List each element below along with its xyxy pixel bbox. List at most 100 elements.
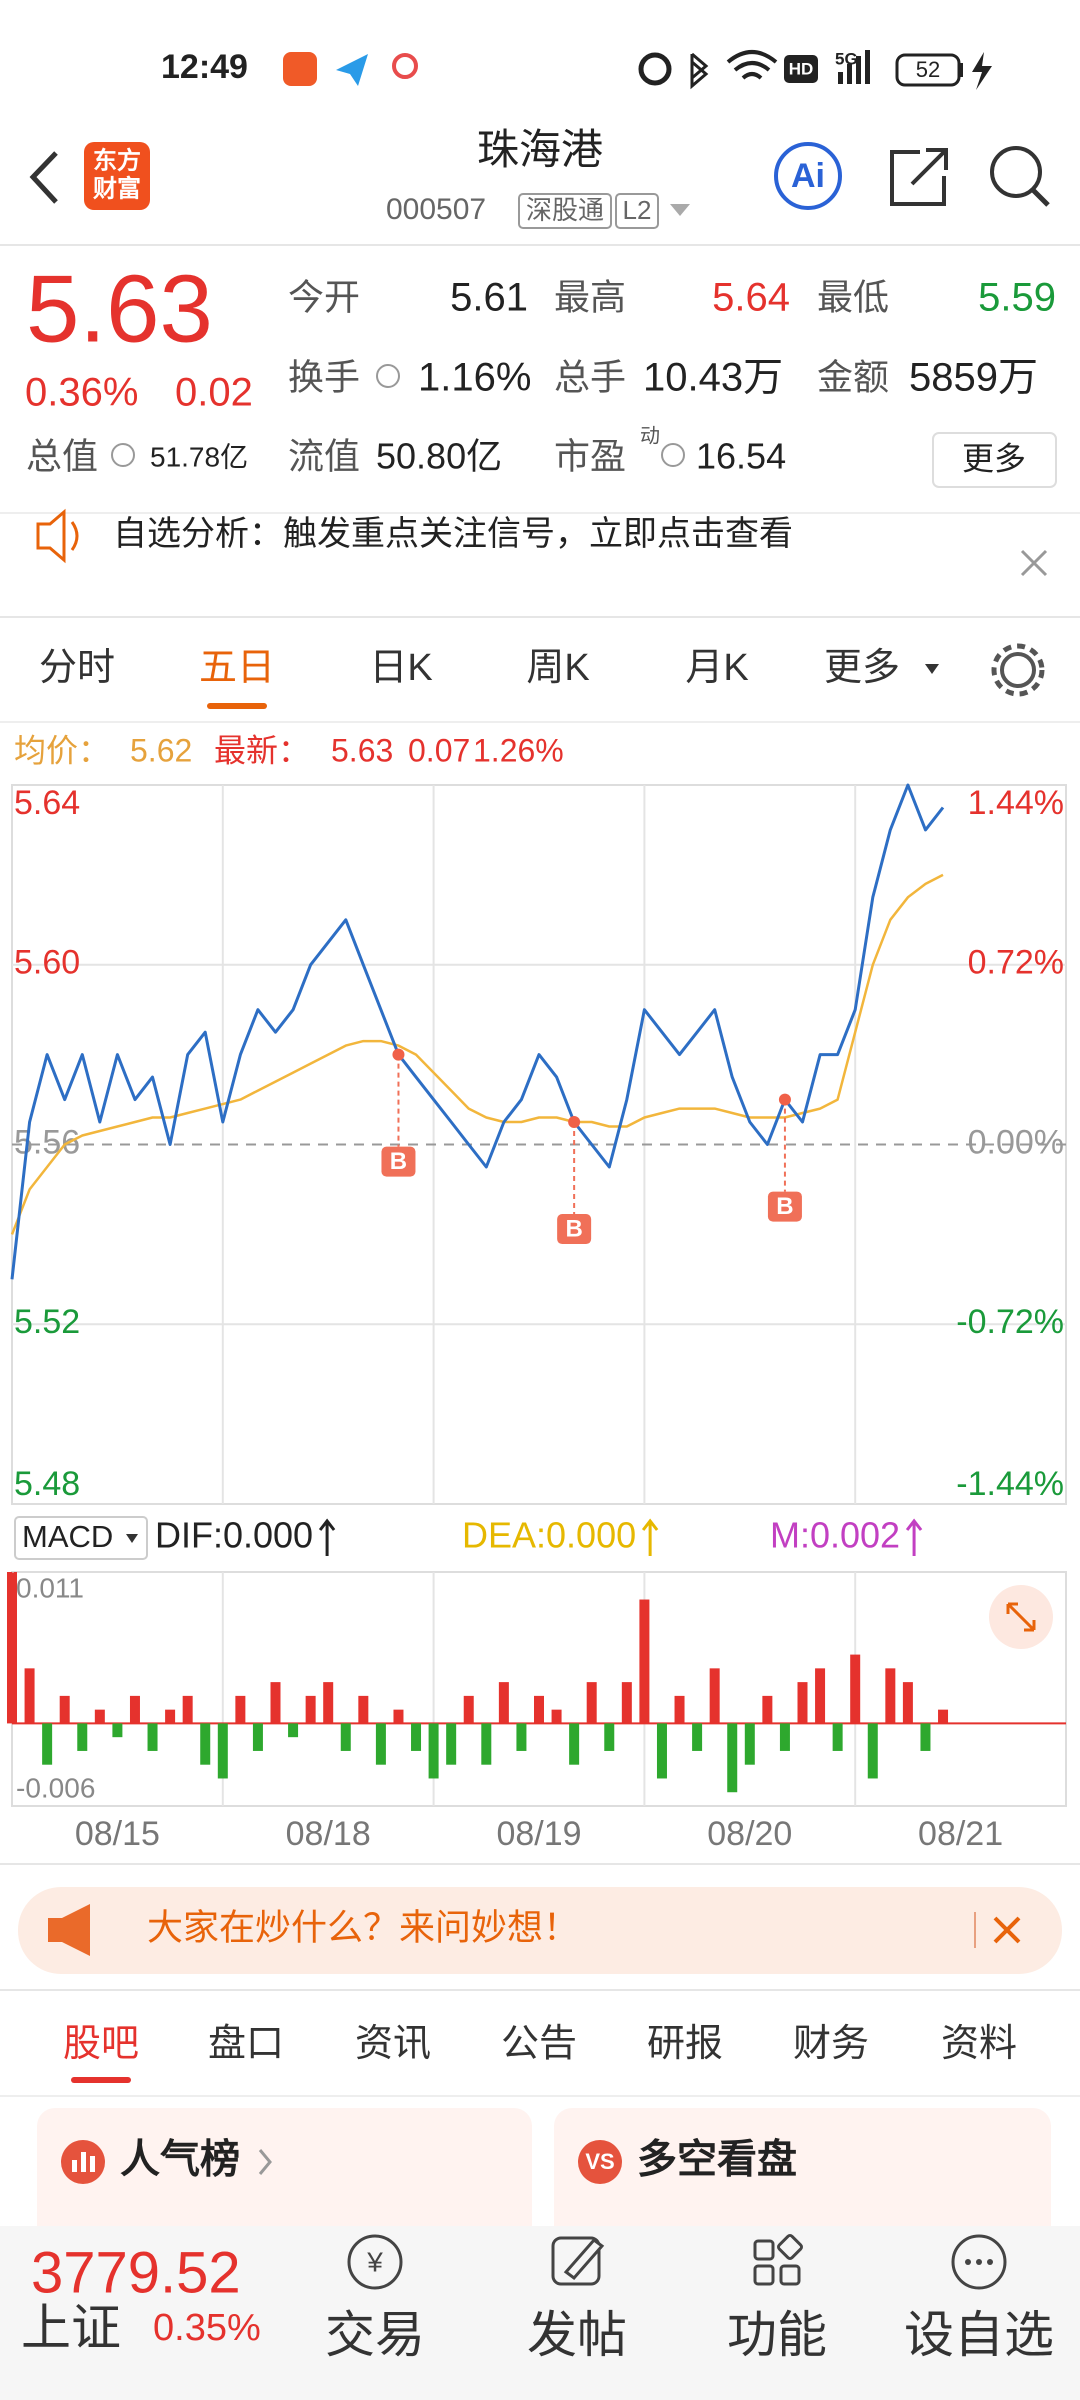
stats: 今开 5.61 最高 5.64 最低 5.59 换手 1.16% 总手 10.43万 金额 5859万…	[26, 276, 1056, 477]
indicator-name: MACD	[22, 1519, 113, 1554]
tab[interactable]: 月K	[685, 647, 748, 689]
stat-label: 最高	[554, 277, 626, 318]
nav-icon-glyph: ¥	[366, 2246, 383, 2277]
nav-icon	[347, 2234, 403, 2290]
macd-bar	[182, 1695, 193, 1724]
hd-badge	[784, 55, 818, 83]
card-title: 多空看盘	[637, 2137, 797, 2182]
stock-code: 000507	[386, 193, 486, 226]
dot	[976, 2259, 982, 2265]
indicator-select[interactable]	[14, 1516, 148, 1560]
card[interactable]	[554, 2108, 1051, 2248]
sub-tab[interactable]: 公告	[501, 2023, 577, 2065]
tag: 深股通	[526, 195, 604, 225]
macd-bar	[779, 1723, 790, 1751]
nav-icon	[777, 2234, 803, 2260]
close-notice[interactable]	[1020, 549, 1048, 577]
settings-button[interactable]	[1000, 652, 1036, 688]
sub-tabs: 股吧 盘口 资讯 公告 研报 财务 资料	[63, 2023, 1017, 2083]
stat-label: 市盈	[554, 436, 626, 477]
more-button[interactable]	[932, 432, 1057, 488]
macd-bar	[534, 1695, 544, 1724]
marker-label: B	[390, 1148, 407, 1175]
macd-bar	[252, 1723, 263, 1751]
y-tick-label: -0.006	[16, 1772, 95, 1803]
settings-teeth	[991, 643, 1045, 697]
macd-bar	[411, 1723, 422, 1751]
macd-bar	[24, 1668, 35, 1724]
banner-text: 大家在炒什么？来问妙想！	[147, 1907, 579, 1948]
app-logo	[84, 142, 150, 210]
macd-bar	[463, 1695, 474, 1724]
y2-tick-label: 0.00%	[968, 1123, 1064, 1161]
nav-label[interactable]: 设自选	[904, 2307, 1054, 2363]
tab[interactable]: 更多	[824, 647, 900, 689]
legend-value: 0.07	[408, 732, 470, 768]
sub-tab[interactable]: 资讯	[355, 2023, 431, 2065]
tag-box	[518, 193, 612, 229]
banner[interactable]	[18, 1887, 1062, 1974]
macd-bar	[815, 1668, 826, 1724]
macd-bar	[165, 1709, 176, 1724]
search-button[interactable]	[990, 146, 1042, 198]
nav-label[interactable]: 发帖	[527, 2307, 627, 2363]
marker-box	[381, 1146, 416, 1177]
marker-dot	[568, 1116, 581, 1129]
nav-label[interactable]: 交易	[325, 2307, 425, 2363]
macd-bar	[850, 1654, 861, 1724]
macd-bar	[867, 1723, 878, 1779]
macd-bar	[586, 1682, 597, 1724]
indicator-value: M:0.002	[770, 1515, 900, 1556]
series-line	[10, 873, 944, 1235]
back-button[interactable]	[29, 151, 58, 204]
ai-button[interactable]	[774, 142, 842, 210]
marker-label: B	[565, 1215, 582, 1242]
nav-icon	[551, 2236, 601, 2286]
tab[interactable]: 五日	[199, 647, 275, 689]
stat-label: 流值	[288, 436, 360, 477]
macd-bar	[94, 1709, 105, 1724]
card-icon	[578, 2140, 622, 2184]
sub-tab[interactable]: 盘口	[208, 2023, 284, 2065]
macd-bar	[604, 1723, 615, 1751]
chevron	[258, 2149, 272, 2175]
speaker-icon	[36, 508, 79, 564]
sub-tab[interactable]: 资料	[941, 2023, 1017, 2065]
icon-bar	[72, 2160, 77, 2172]
hd-label: HD	[789, 59, 814, 78]
indicator-value: DEA:0.000	[462, 1515, 636, 1556]
sub-tab[interactable]: 财务	[793, 2023, 869, 2065]
notice-text[interactable]: 自选分析：触发重点关注信号，立即点击查看	[113, 515, 793, 553]
card[interactable]	[37, 2108, 532, 2248]
sub-tab[interactable]: 研报	[647, 2023, 723, 2065]
info-icon	[376, 364, 400, 388]
index-value[interactable]: 3779.52	[31, 2240, 241, 2305]
tab[interactable]: 周K	[526, 647, 589, 689]
sub-tab[interactable]: 股吧	[63, 2023, 139, 2065]
macd-bar	[375, 1723, 386, 1765]
macd-bar	[77, 1723, 88, 1751]
x-tick-label: 08/20	[707, 1815, 792, 1853]
stat-value: 1.16%	[418, 356, 531, 400]
legend-label: 最新：	[214, 732, 310, 768]
bluetooth-icon	[690, 52, 709, 90]
signal-bar	[865, 50, 870, 84]
close-banner[interactable]	[993, 1916, 1021, 1944]
macd-bar	[340, 1723, 351, 1751]
macd-bar	[393, 1709, 404, 1724]
dropdown-arrow	[670, 204, 690, 216]
stat-label-sup: 动	[640, 424, 660, 447]
legend-label: 均价：	[14, 732, 110, 768]
y-tick-label: 5.60	[14, 944, 80, 982]
signal-bar	[838, 72, 843, 84]
stat-label: 金额	[817, 357, 889, 398]
macd-bar	[200, 1723, 211, 1765]
x-tick-label: 08/19	[496, 1815, 581, 1853]
tab[interactable]: 分时	[39, 647, 115, 689]
macd-bar	[59, 1695, 70, 1724]
share-button[interactable]	[890, 148, 948, 206]
tab[interactable]: 日K	[369, 647, 432, 689]
macd-bar	[744, 1723, 755, 1765]
nav-label[interactable]: 功能	[727, 2307, 827, 2363]
